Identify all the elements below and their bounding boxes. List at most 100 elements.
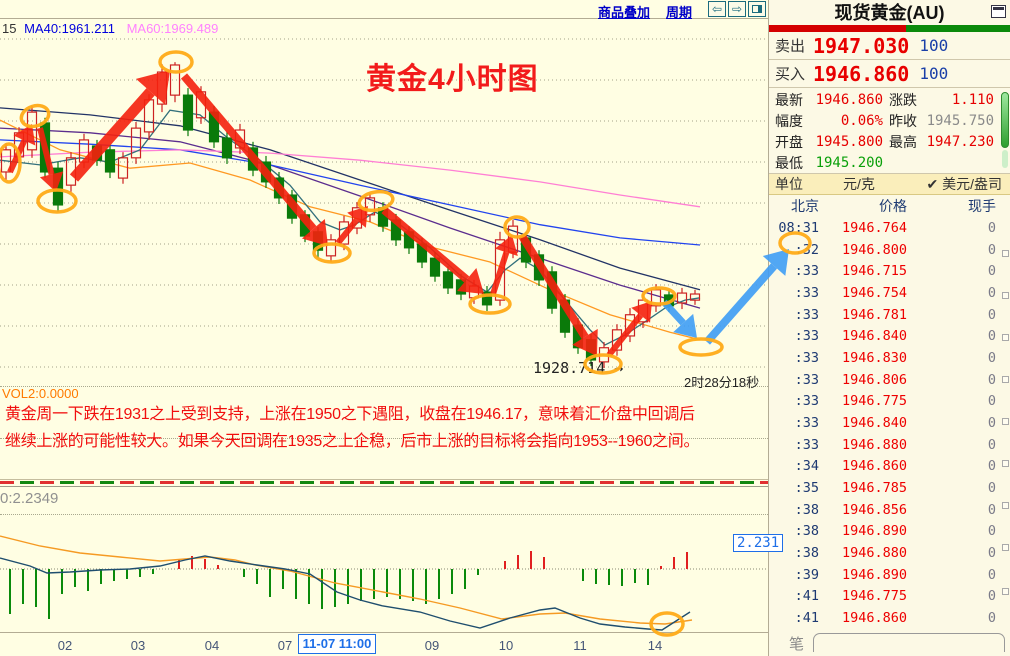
- tick-price: 1946.785: [841, 479, 907, 496]
- analysis-line-2: 继续上涨的可能性较大。如果今天回调在1935之上企稳，后市上涨的目标将会指向19…: [5, 433, 700, 450]
- sell-price: 1947.030: [813, 33, 910, 58]
- tick-price: 1946.715: [841, 263, 907, 280]
- x-axis-tick: 07: [277, 638, 293, 653]
- scroll-mark[interactable]: [1002, 376, 1009, 383]
- divider-dotted: [0, 438, 768, 439]
- tick-time: :38: [794, 501, 819, 518]
- scroll-mark[interactable]: [1002, 334, 1009, 341]
- tick-volume: 0: [987, 219, 996, 236]
- tick-row[interactable]: :33 1946.754 0: [769, 282, 1010, 304]
- low-price-value: 1928.714: [533, 359, 606, 377]
- chart-toolbar: 商品叠加 周期 ⇦ ⇨: [0, 0, 768, 20]
- col-header-time: 北京: [791, 198, 819, 214]
- tick-volume: 0: [987, 566, 996, 583]
- buy-ratio-segment: [906, 25, 1010, 32]
- stat-value: 1.110: [951, 92, 994, 108]
- tick-time: :33: [794, 349, 819, 366]
- arrow-left-icon[interactable]: ⇦: [708, 1, 726, 17]
- tick-time: :38: [794, 523, 819, 540]
- low-price-label: 1928.714 →: [533, 359, 623, 377]
- tick-row[interactable]: :38 1946.880 0: [769, 542, 1010, 564]
- tick-row[interactable]: :32 1946.800 0: [769, 239, 1010, 261]
- period-link[interactable]: 周期: [666, 5, 693, 20]
- restore-window-icon[interactable]: [991, 5, 1006, 18]
- tick-price: 1946.880: [841, 436, 907, 453]
- tick-time: :33: [794, 436, 819, 453]
- unit-option-cny[interactable]: 元/克: [843, 176, 875, 192]
- split-view-icon[interactable]: [748, 1, 766, 17]
- tick-price: 1946.890: [841, 566, 907, 583]
- tick-volume: 0: [987, 609, 996, 626]
- x-axis-tick: 11: [573, 638, 587, 653]
- scrollbar-track[interactable]: [1002, 150, 1008, 168]
- tick-row[interactable]: 08:31 1946.764 0: [769, 217, 1010, 239]
- tick-time: :41: [794, 609, 819, 626]
- sell-ratio-segment: [769, 25, 907, 32]
- tick-row[interactable]: :33 1946.806 0: [769, 369, 1010, 391]
- stat-value: 1946.860: [815, 92, 883, 108]
- tick-volume: 0: [987, 523, 996, 540]
- scroll-mark[interactable]: [1002, 418, 1009, 425]
- tick-row[interactable]: :33 1946.715 0: [769, 260, 1010, 282]
- tick-row[interactable]: :39 1946.890 0: [769, 564, 1010, 586]
- overlay-commodity-link[interactable]: 商品叠加: [598, 5, 651, 20]
- analysis-commentary: 黄金周一下跌在1931之上受到支持，上涨在1950之下遇阻，收盘在1946.17…: [5, 401, 767, 455]
- buy-sell-ratio-bar: [769, 25, 1010, 32]
- unit-option-usd[interactable]: ✔ 美元/盎司: [926, 174, 1002, 194]
- bar-countdown-timer: 2时28分18秒: [684, 375, 760, 390]
- tick-time: :39: [794, 566, 819, 583]
- tick-time: :33: [794, 328, 819, 345]
- tick-time: :32: [794, 241, 819, 258]
- tab-shape[interactable]: [813, 633, 1005, 652]
- scroll-mark[interactable]: [1002, 292, 1009, 299]
- tick-row[interactable]: :33 1946.781 0: [769, 304, 1010, 326]
- tick-volume: 0: [987, 241, 996, 258]
- tick-volume: 0: [987, 588, 996, 605]
- tick-row[interactable]: :33 1946.775 0: [769, 390, 1010, 412]
- scroll-mark[interactable]: [1002, 460, 1009, 467]
- instrument-title-bar: 现货黄金(AU): [769, 0, 1010, 25]
- tick-row[interactable]: :33 1946.840 0: [769, 325, 1010, 347]
- stat-value: 0.06%: [840, 113, 883, 129]
- x-axis-tick: 04: [204, 638, 220, 653]
- scroll-mark[interactable]: [1002, 544, 1009, 551]
- x-axis-tick: 14: [647, 638, 663, 653]
- scroll-mark[interactable]: [1002, 588, 1009, 595]
- tick-row[interactable]: :38 1946.890 0: [769, 520, 1010, 542]
- low-price-arrow-icon: →: [614, 359, 624, 377]
- tick-price: 1946.781: [841, 306, 907, 323]
- unit-usd-label: 美元/盎司: [942, 176, 1002, 192]
- scroll-mark[interactable]: [1002, 502, 1009, 509]
- stat-label: 幅度: [775, 113, 803, 129]
- buy-quote-row: 买入 1946.860 100: [769, 60, 1010, 88]
- tick-row[interactable]: :33 1946.830 0: [769, 347, 1010, 369]
- vol2-readout: VOL2:0.0000: [2, 386, 79, 401]
- x-axis-tick: 09: [424, 638, 440, 653]
- analysis-line-1: 黄金周一下跌在1931之上受到支持，上涨在1950之下遇阻，收盘在1946.17…: [5, 406, 695, 423]
- tick-volume: 0: [987, 393, 996, 410]
- indicator-readout: 0:2.2349: [0, 490, 59, 507]
- tick-row[interactable]: :38 1946.856 0: [769, 499, 1010, 521]
- toolbar-icons: ⇦ ⇨: [708, 1, 766, 17]
- stat-value: 1945.200: [815, 155, 883, 171]
- tick-row[interactable]: :35 1946.785 0: [769, 477, 1010, 499]
- arrow-right-icon[interactable]: ⇨: [728, 1, 746, 17]
- check-icon: ✔: [926, 176, 939, 192]
- tick-row[interactable]: :34 1946.860 0: [769, 455, 1010, 477]
- tick-row[interactable]: :41 1946.860 0: [769, 607, 1010, 629]
- tick-row[interactable]: :33 1946.840 0: [769, 412, 1010, 434]
- scrollbar-thumb[interactable]: [1001, 92, 1009, 148]
- tick-row[interactable]: :41 1946.775 0: [769, 585, 1010, 607]
- tick-price: 1946.840: [841, 328, 907, 345]
- sell-label: 卖出: [775, 38, 806, 55]
- buy-label: 买入: [775, 66, 806, 83]
- tick-row[interactable]: :33 1946.880 0: [769, 434, 1010, 456]
- tick-volume: 0: [987, 544, 996, 561]
- ma40-value: MA40:1961.211: [24, 21, 115, 36]
- x-axis-tick: 02: [57, 638, 73, 653]
- tick-price: 1946.840: [841, 414, 907, 431]
- scroll-mark[interactable]: [1002, 250, 1009, 257]
- col-header-vol: 现手: [968, 198, 996, 214]
- tick-time: :33: [794, 263, 819, 280]
- sell-quote-row: 卖出 1947.030 100: [769, 32, 1010, 60]
